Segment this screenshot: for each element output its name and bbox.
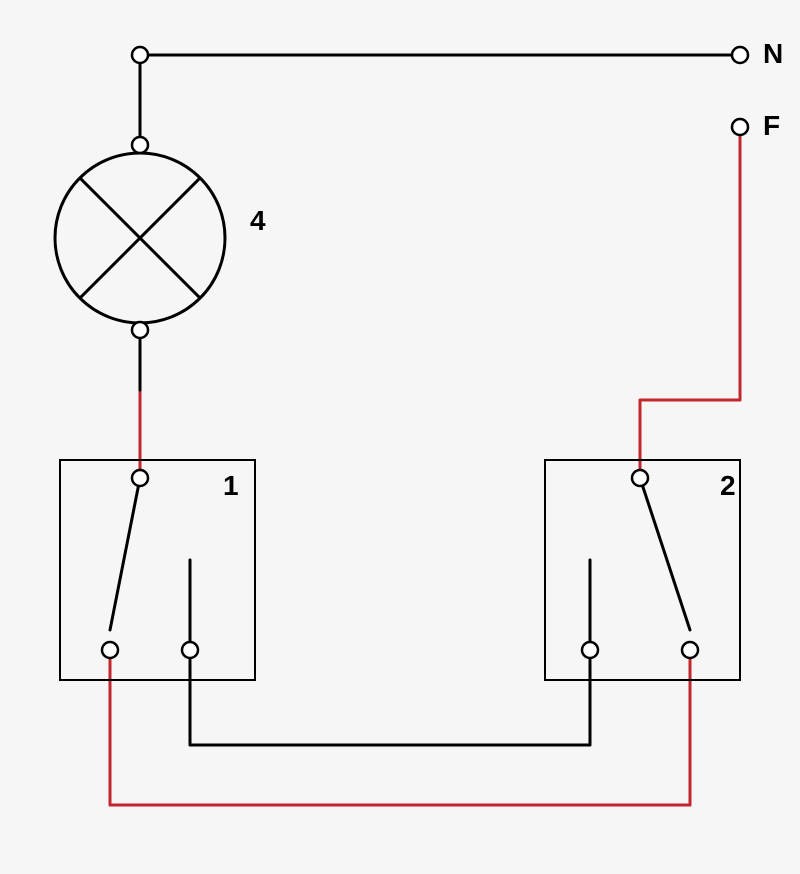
node-n_top xyxy=(132,47,148,63)
node-sw1_R xyxy=(182,642,198,658)
node-sw2_R xyxy=(682,642,698,658)
node-sw2_common xyxy=(632,470,648,486)
node-lamp_top xyxy=(132,137,148,153)
node-sw1_common xyxy=(132,470,148,486)
node-f_out xyxy=(732,119,748,135)
label-phase: F xyxy=(763,110,780,141)
node-n_out xyxy=(732,47,748,63)
label-switch1: 1 xyxy=(223,470,239,501)
label-lamp: 4 xyxy=(250,205,266,236)
label-neutral: N xyxy=(763,38,783,69)
background xyxy=(0,0,800,874)
node-sw2_L xyxy=(582,642,598,658)
label-switch2: 2 xyxy=(720,470,736,501)
node-lamp_bottom xyxy=(132,322,148,338)
circuit-diagram: N F 4 1 2 xyxy=(0,0,800,874)
node-sw1_L xyxy=(102,642,118,658)
